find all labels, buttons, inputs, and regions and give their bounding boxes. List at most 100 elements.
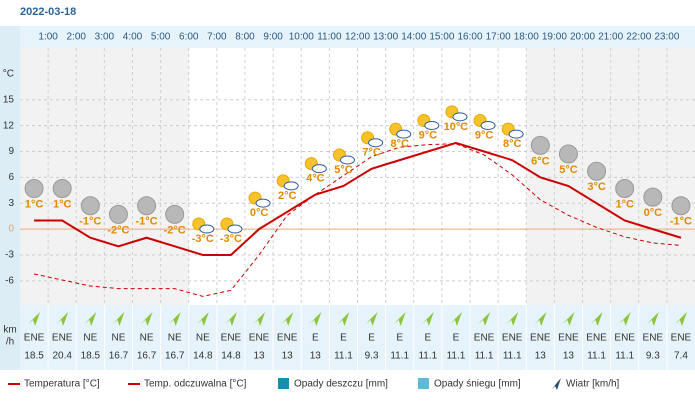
hour-label: 22:00 [626, 32, 651, 43]
axis-band [0, 26, 20, 370]
wind-arrow [646, 312, 659, 326]
wind-dir: E [312, 333, 319, 344]
y-tick-label: 12 [3, 120, 15, 131]
temp-label: 4°C [306, 173, 325, 185]
cloud-icon [480, 120, 496, 130]
legend-wind-icon [551, 378, 561, 390]
hour-label: 16:00 [457, 32, 482, 43]
temp-label: 1°C [53, 198, 72, 210]
wind-dir: NE [168, 333, 182, 344]
hour-label: 18:00 [514, 32, 539, 43]
cloud-icon [255, 198, 271, 208]
temp-label: -2°C [164, 224, 186, 236]
temp-label: -1°C [136, 216, 158, 228]
wind-dir: ENE [671, 333, 692, 344]
wind-arrow [449, 312, 462, 326]
temp-label: -1°C [670, 216, 692, 228]
wind-arrow [140, 312, 153, 326]
moon-icon [137, 196, 157, 216]
wind-dir: E [424, 333, 431, 344]
moon-icon [643, 187, 663, 207]
temp-label: -2°C [107, 224, 129, 236]
wind-dir: ENE [474, 333, 495, 344]
wind-dir: ENE [277, 333, 298, 344]
y-tick-label: 3 [8, 198, 14, 209]
cloud-icon [424, 120, 440, 130]
legend-label: Temp. odczuwalna [°C] [144, 379, 247, 390]
cloud-icon [283, 181, 299, 191]
legend-label: Wiatr [km/h] [566, 379, 620, 390]
hour-label: 13:00 [373, 32, 398, 43]
wind-arrow [337, 312, 350, 326]
hour-band [0, 26, 695, 48]
hour-label: 10:00 [289, 32, 314, 43]
hour-label: 15:00 [429, 32, 454, 43]
wind-speed: 18.5 [24, 351, 44, 362]
wind-arrow [56, 312, 69, 326]
temp-label: 1°C [25, 198, 44, 210]
wind-dir: ENE [558, 333, 579, 344]
hour-label: 8:00 [235, 32, 255, 43]
moon-icon [587, 161, 607, 181]
wind-dir: NE [111, 333, 125, 344]
wind-arrow [365, 312, 378, 326]
wind-arrow [562, 312, 575, 326]
cloud-icon [368, 138, 384, 148]
hour-label: 1:00 [38, 32, 58, 43]
temp-label: 5°C [334, 164, 353, 176]
wind-dir: NE [140, 333, 154, 344]
cloud-icon [339, 155, 355, 165]
wind-dir: NE [83, 333, 97, 344]
wind-speed: 16.7 [137, 351, 157, 362]
wind-dir: E [340, 333, 347, 344]
hour-label: 2:00 [67, 32, 87, 43]
wind-arrow [281, 312, 294, 326]
wind-arrow [224, 312, 237, 326]
moon-icon [165, 204, 185, 224]
temp-line [34, 141, 682, 256]
hour-label: 3:00 [95, 32, 115, 43]
wind-speed: 11.1 [418, 351, 437, 362]
hour-label: 23:00 [654, 32, 679, 43]
cloud-icon [508, 129, 524, 139]
wind-dir: NE [196, 333, 210, 344]
y-tick-label: -6 [5, 275, 14, 286]
wind-speed: 9.3 [365, 351, 379, 362]
hour-label: 21:00 [598, 32, 623, 43]
wind-dir: ENE [614, 333, 635, 344]
moon-icon [671, 196, 691, 216]
wind-speed: 11.1 [475, 351, 494, 362]
wind-speed: 13 [282, 351, 294, 362]
wind-dir: E [368, 333, 375, 344]
moon-icon [52, 178, 72, 198]
temp-label: 5°C [559, 164, 578, 176]
wind-speed: 14.8 [221, 351, 241, 362]
wind-arrow [393, 312, 406, 326]
wind-speed: 11.1 [615, 351, 634, 362]
hour-label: 5:00 [151, 32, 171, 43]
wind-speed: 13 [310, 351, 322, 362]
wind-speed: 11.1 [447, 351, 466, 362]
wind-arrow [196, 312, 209, 326]
y-tick-label: 9 [8, 146, 14, 157]
temp-label: 8°C [390, 138, 409, 150]
wind-arrow [421, 312, 434, 326]
wind-speed: 9.3 [646, 351, 660, 362]
hour-label: 4:00 [123, 32, 143, 43]
temp-label: 8°C [503, 138, 522, 150]
temp-label: 0°C [644, 207, 663, 219]
y-unit: °C [3, 69, 14, 80]
y-tick-label: 15 [3, 94, 15, 105]
wind-speed: 11.1 [390, 351, 409, 362]
wind-speed: 14.8 [193, 351, 213, 362]
temp-label: 0°C [250, 207, 269, 219]
wind-arrow [618, 312, 631, 326]
wind-dir: E [453, 333, 460, 344]
wind-dir: ENE [502, 333, 523, 344]
temp-label: -3°C [192, 233, 214, 245]
wind-dir: ENE [643, 333, 664, 344]
wind-speed: 18.5 [81, 351, 101, 362]
wind-speed: 16.7 [109, 351, 129, 362]
legend-swatch [418, 378, 429, 389]
